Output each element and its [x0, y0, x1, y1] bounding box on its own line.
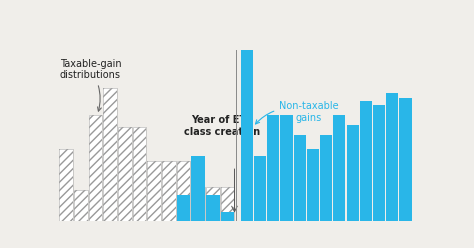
- Bar: [103, 88, 117, 221]
- Text: Year of ETF
class creation: Year of ETF class creation: [183, 115, 260, 137]
- Bar: [162, 161, 176, 221]
- Bar: [400, 98, 411, 221]
- Bar: [133, 127, 146, 221]
- Bar: [221, 187, 235, 221]
- Bar: [118, 127, 132, 221]
- Bar: [177, 161, 191, 221]
- Bar: [118, 127, 132, 221]
- Bar: [386, 93, 398, 221]
- Bar: [206, 187, 220, 221]
- Bar: [221, 187, 235, 221]
- Bar: [221, 187, 235, 221]
- Bar: [307, 149, 319, 221]
- Bar: [191, 187, 205, 221]
- Bar: [103, 88, 117, 221]
- Bar: [74, 190, 88, 221]
- Bar: [281, 115, 292, 221]
- Bar: [267, 115, 279, 221]
- Bar: [133, 127, 146, 221]
- Bar: [177, 161, 191, 221]
- Bar: [147, 161, 161, 221]
- Bar: [89, 115, 102, 221]
- Bar: [59, 149, 73, 221]
- Bar: [373, 105, 385, 221]
- Bar: [74, 190, 88, 221]
- Bar: [191, 156, 205, 221]
- Bar: [191, 187, 205, 221]
- Bar: [147, 161, 161, 221]
- Bar: [191, 187, 205, 221]
- Text: Taxable-gain
distributions: Taxable-gain distributions: [60, 59, 121, 111]
- Bar: [360, 101, 372, 221]
- Bar: [59, 149, 73, 221]
- Bar: [74, 190, 88, 221]
- Bar: [221, 212, 235, 221]
- Text: Non-taxable
gains: Non-taxable gains: [255, 101, 339, 124]
- Bar: [346, 125, 359, 221]
- Bar: [241, 50, 253, 221]
- Bar: [206, 187, 220, 221]
- Bar: [320, 135, 332, 221]
- Bar: [206, 195, 220, 221]
- Bar: [133, 127, 146, 221]
- Bar: [162, 161, 176, 221]
- Bar: [103, 88, 117, 221]
- Bar: [59, 149, 73, 221]
- Bar: [254, 156, 266, 221]
- Bar: [206, 187, 220, 221]
- Bar: [177, 195, 191, 221]
- Bar: [333, 115, 346, 221]
- Bar: [177, 161, 191, 221]
- Bar: [118, 127, 132, 221]
- Bar: [162, 161, 176, 221]
- Bar: [147, 161, 161, 221]
- Bar: [89, 115, 102, 221]
- Bar: [89, 115, 102, 221]
- Bar: [293, 135, 306, 221]
